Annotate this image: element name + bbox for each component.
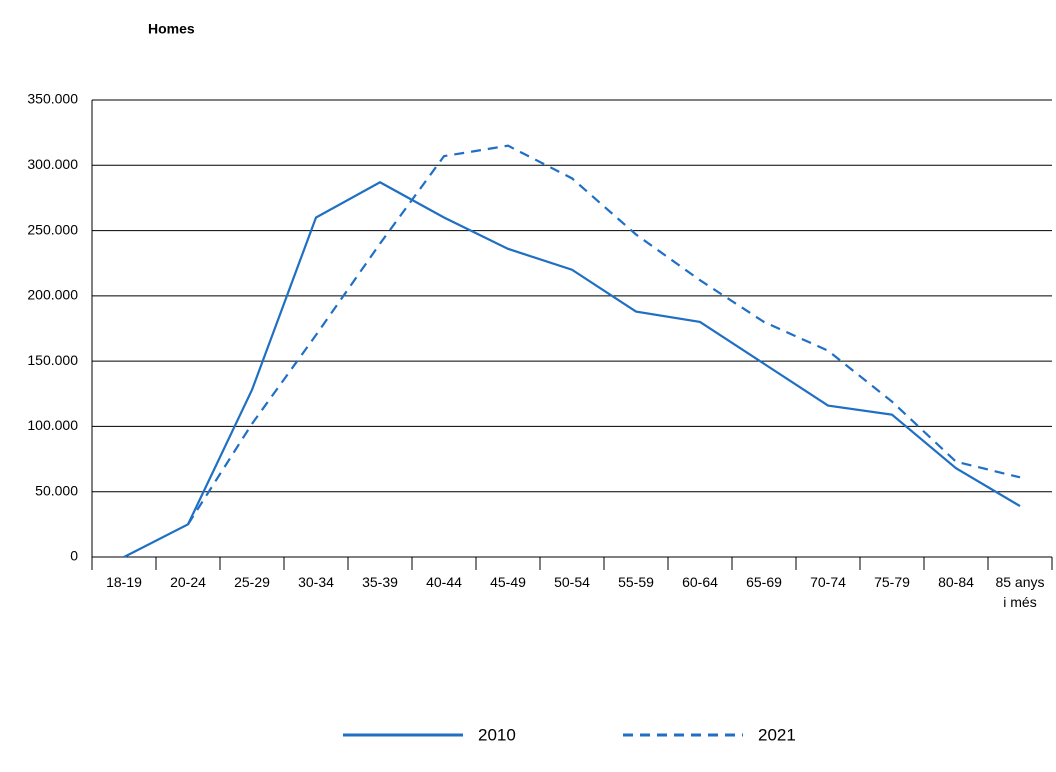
x-tick-label: 30-34: [298, 574, 334, 590]
y-tick-label: 250.000: [27, 221, 78, 237]
x-tick-label: 60-64: [682, 574, 718, 590]
x-tick-label: 45-49: [490, 574, 526, 590]
x-tick-label: 75-79: [874, 574, 910, 590]
y-tick-label: 100.000: [27, 417, 78, 433]
chart-title: Homes: [148, 21, 195, 37]
x-tick-label: 80-84: [938, 574, 974, 590]
x-tick-label: 20-24: [170, 574, 206, 590]
legend-label: 2021: [758, 725, 796, 744]
x-tick-label: 85 anys i més: [995, 574, 1045, 610]
x-tick-label: 25-29: [234, 574, 270, 590]
y-tick-label: 0: [70, 548, 78, 564]
series-line: [123, 181, 1021, 558]
x-tick-label: 55-59: [618, 574, 654, 590]
y-tick-label: 50.000: [35, 482, 78, 498]
x-tick-label: 35-39: [362, 574, 398, 590]
x-tick-label: 40-44: [426, 574, 462, 590]
y-tick-label: 200.000: [27, 287, 78, 303]
y-tick-label: 150.000: [27, 352, 78, 368]
y-tick-label: 300.000: [27, 156, 78, 172]
y-tick-label: 350.000: [27, 91, 78, 107]
legend-label: 2010: [478, 725, 516, 744]
x-tick-label: 50-54: [554, 574, 590, 590]
x-tick-label: 65-69: [746, 574, 782, 590]
x-tick-label: 70-74: [810, 574, 846, 590]
series-line: [187, 144, 1021, 525]
x-tick-label: 18-19: [106, 574, 142, 590]
